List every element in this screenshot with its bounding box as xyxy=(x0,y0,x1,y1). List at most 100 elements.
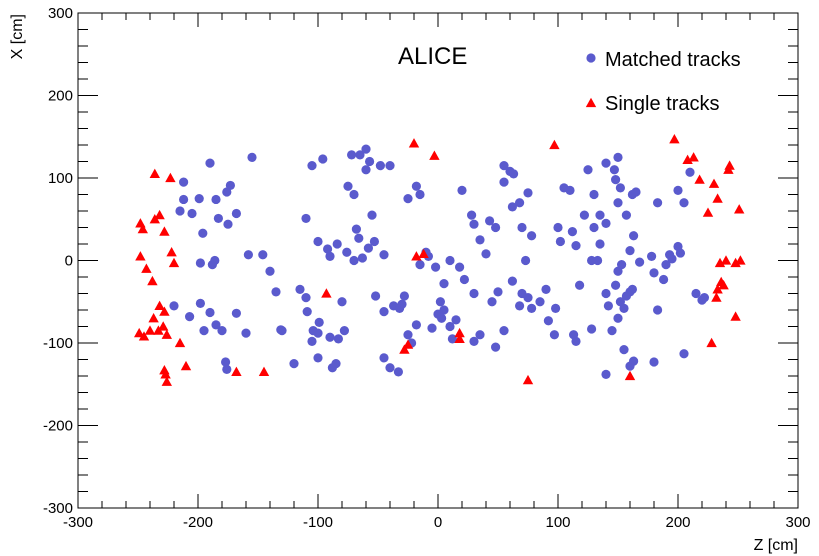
x-tick-label: -100 xyxy=(303,514,333,531)
data-point-single xyxy=(708,178,720,188)
data-point-matched xyxy=(567,227,578,237)
data-point-single xyxy=(624,370,636,381)
data-point-matched xyxy=(357,253,367,263)
data-point-matched xyxy=(314,317,324,327)
data-point-matched xyxy=(207,260,217,270)
data-point-matched xyxy=(435,297,445,307)
data-point-matched xyxy=(629,231,639,241)
data-point-matched xyxy=(601,288,611,299)
y-tick-label: -300 xyxy=(43,500,73,517)
data-point-matched xyxy=(258,250,268,260)
data-point-matched xyxy=(437,313,447,323)
data-point-matched xyxy=(625,246,635,256)
data-point-single xyxy=(454,327,465,338)
data-point-matched xyxy=(469,288,479,299)
data-point-matched xyxy=(499,177,509,187)
data-point-matched xyxy=(385,161,395,171)
data-point-single xyxy=(137,223,148,234)
data-point-matched xyxy=(355,150,365,160)
data-point-single xyxy=(165,172,176,183)
data-point-matched xyxy=(365,156,375,167)
data-point-matched xyxy=(411,181,421,191)
data-point-matched xyxy=(523,293,533,303)
plot-area xyxy=(134,134,746,386)
data-point-matched xyxy=(343,181,353,191)
data-point-matched xyxy=(205,158,215,168)
data-point-matched xyxy=(611,175,621,185)
legend-marker-single xyxy=(585,97,597,108)
data-point-matched xyxy=(635,257,645,267)
x-tick-label: -300 xyxy=(63,514,93,531)
legend-label-single: Single tracks xyxy=(605,93,720,115)
data-point-matched xyxy=(527,231,537,241)
data-point-matched xyxy=(629,356,639,366)
data-point-matched xyxy=(415,189,425,200)
data-point-matched xyxy=(431,262,441,272)
legend-item-matched xyxy=(586,53,596,63)
data-point-single xyxy=(429,150,440,160)
data-point-matched xyxy=(332,239,342,249)
data-point-matched xyxy=(223,219,233,229)
data-point-single xyxy=(724,160,735,170)
data-point-single xyxy=(154,300,165,311)
data-point-matched xyxy=(679,349,689,359)
data-point-single xyxy=(258,366,270,377)
data-point-matched xyxy=(379,353,389,363)
data-point-matched xyxy=(555,236,566,247)
data-point-matched xyxy=(535,297,545,307)
data-point-single xyxy=(411,251,422,261)
data-point-matched xyxy=(579,210,590,220)
data-point-matched xyxy=(541,284,551,294)
data-point-matched xyxy=(521,255,531,266)
data-point-single xyxy=(168,257,180,268)
data-point-matched xyxy=(271,287,281,297)
data-point-matched xyxy=(613,198,623,208)
data-point-matched xyxy=(493,287,503,297)
data-point-matched xyxy=(603,301,614,311)
data-point-single xyxy=(402,339,414,349)
data-point-matched xyxy=(601,369,611,379)
data-point-matched xyxy=(295,284,305,294)
data-point-matched xyxy=(403,330,413,340)
data-point-single xyxy=(154,209,165,220)
data-point-single xyxy=(180,360,192,371)
data-point-matched xyxy=(551,303,561,313)
data-point-matched xyxy=(243,250,253,260)
data-point-matched xyxy=(615,183,626,193)
data-point-matched xyxy=(427,323,437,333)
data-point-matched xyxy=(661,260,671,270)
tick-labels: -300 -200 -100 0 100 200 300 -300 -200 -100 0 100 20… xyxy=(43,5,811,531)
y-tick-label: 0 xyxy=(65,253,73,270)
data-point-single xyxy=(712,284,723,294)
data-point-matched xyxy=(485,216,495,226)
data-point-matched xyxy=(276,325,286,335)
data-point-matched xyxy=(595,210,605,220)
data-point-single xyxy=(716,276,727,287)
data-point-matched xyxy=(499,161,509,171)
data-point-matched xyxy=(553,222,563,233)
data-point-matched xyxy=(507,202,517,212)
data-point-matched xyxy=(199,326,209,336)
data-point-single xyxy=(144,325,156,335)
data-point-matched xyxy=(691,288,701,299)
x-tick-label: 0 xyxy=(434,514,442,531)
data-point-single xyxy=(166,247,177,257)
data-point-single xyxy=(730,257,741,268)
data-point-matched xyxy=(621,210,632,220)
data-point-matched xyxy=(631,187,641,197)
data-point-matched xyxy=(369,236,379,247)
data-point-single xyxy=(138,331,150,341)
data-point-matched xyxy=(313,236,323,247)
axes xyxy=(77,12,799,509)
data-point-matched xyxy=(371,291,381,301)
data-point-matched xyxy=(649,357,659,367)
data-point-matched xyxy=(613,152,623,162)
data-point-matched xyxy=(179,194,189,205)
data-point-matched xyxy=(589,189,599,200)
data-point-matched xyxy=(615,297,626,307)
data-point-matched xyxy=(169,301,179,311)
data-point-matched xyxy=(231,308,241,318)
data-point-matched xyxy=(399,291,409,301)
data-point-matched xyxy=(475,330,485,340)
